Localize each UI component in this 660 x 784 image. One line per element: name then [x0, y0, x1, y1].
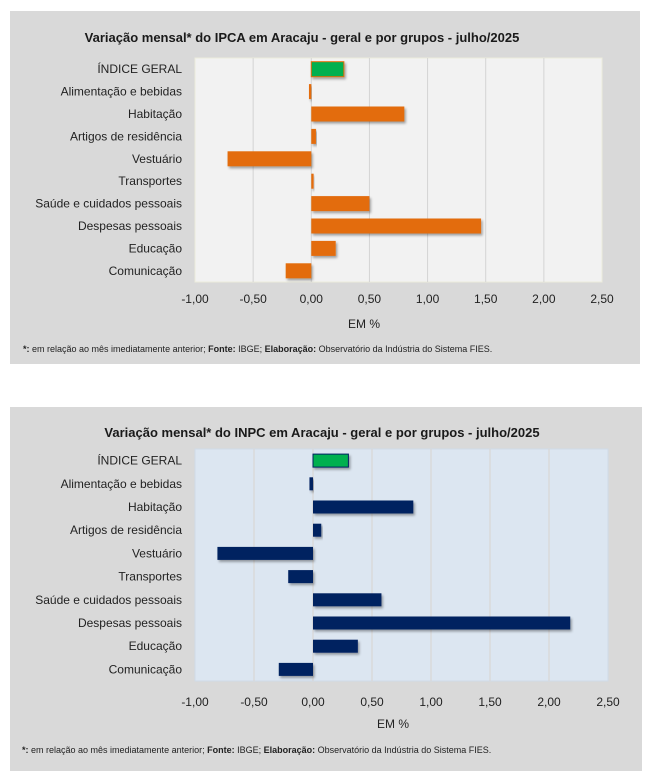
category-label: Alimentação e bebidas: [61, 85, 182, 99]
x-tick-label: 2,50: [596, 695, 620, 709]
x-tick-label: -1,00: [181, 292, 209, 306]
x-tick-label: 0,50: [360, 695, 384, 709]
bar: [227, 151, 312, 167]
footnote: *: em relação ao mês imediatamente anter…: [23, 344, 492, 354]
bar: [313, 593, 382, 607]
category-label: Habitação: [128, 500, 182, 514]
bars: [227, 61, 482, 279]
category-label: Saúde e cuidados pessoais: [35, 197, 182, 211]
ipca-chart: Variação mensal* do IPCA em Aracaju - ge…: [23, 30, 614, 354]
bar: [313, 500, 414, 514]
category-label: Artigos de residência: [70, 129, 182, 143]
x-tick-label: -1,00: [181, 695, 209, 709]
category-label: Vestuário: [132, 546, 182, 560]
inpc-chart: Variação mensal* do INPC em Aracaju - ge…: [22, 425, 620, 755]
footnote-star: *:: [22, 745, 29, 755]
plot-area: [194, 448, 609, 682]
footnote-text: em relação ao mês imediatamente anterior…: [29, 745, 208, 755]
bar: [311, 106, 405, 122]
ipca-chart-panel: Variação mensal* do IPCA em Aracaju - ge…: [10, 11, 640, 364]
x-axis-label: EM %: [377, 717, 409, 731]
x-axis-ticks: -1,00 -0,50 0,00 0,50 1,00 1,50 2,00 2,50: [181, 292, 614, 306]
x-tick-label: 2,00: [532, 292, 556, 306]
x-tick-label: 0,00: [301, 695, 325, 709]
bar: [311, 173, 314, 189]
x-tick-label: 1,00: [419, 695, 443, 709]
chart-title: Variação mensal* do INPC em Aracaju - ge…: [104, 425, 539, 440]
x-tick-label: 1,00: [416, 292, 440, 306]
footnote-text: em relação ao mês imediatamente anterior…: [30, 344, 209, 354]
x-tick-label: 1,50: [478, 695, 502, 709]
footnote-elab-label: Elaboração:: [264, 745, 316, 755]
category-label: Comunicação: [109, 662, 183, 676]
bars: [217, 453, 571, 676]
footnote-elab: Observatório da Indústria do Sistema FIE…: [316, 344, 492, 354]
inpc-chart-panel: Variação mensal* do INPC em Aracaju - ge…: [10, 407, 642, 771]
bar: [310, 61, 345, 78]
bar: [217, 546, 313, 560]
x-axis-label: EM %: [348, 317, 380, 331]
category-labels: ÍNDICE GERAL Alimentação e bebidas Habitaç…: [35, 61, 182, 278]
category-label: ÍNDICE GERAL: [97, 453, 182, 468]
footnote-star: *:: [23, 344, 30, 354]
category-label: Vestuário: [132, 152, 182, 166]
bar: [313, 616, 571, 630]
category-label: Comunicação: [109, 264, 183, 278]
bar: [311, 240, 336, 256]
x-tick-label: 2,00: [537, 695, 561, 709]
footnote-elab: Observatório da Indústria do Sistema FIE…: [315, 745, 491, 755]
bar: [309, 477, 313, 491]
x-tick-label: -0,50: [239, 292, 267, 306]
footnote-fonte: IBGE;: [236, 344, 265, 354]
category-label: Artigos de residência: [70, 523, 182, 537]
footnote-fonte-label: Fonte:: [208, 344, 236, 354]
bar: [313, 523, 322, 537]
category-label: Educação: [129, 241, 183, 255]
x-tick-label: 0,00: [300, 292, 324, 306]
bar: [285, 263, 312, 279]
category-label: Transportes: [118, 174, 182, 188]
bar: [288, 570, 313, 584]
category-label: Saúde e cuidados pessoais: [35, 593, 182, 607]
x-tick-label: 2,50: [590, 292, 614, 306]
bar: [313, 639, 358, 653]
bar: [311, 218, 482, 234]
bar: [311, 128, 316, 144]
footnote-fonte-label: Fonte:: [207, 745, 235, 755]
category-label: Habitação: [128, 107, 182, 121]
category-label: Alimentação e bebidas: [61, 477, 182, 491]
bar: [311, 196, 370, 212]
plot-area: [194, 57, 603, 283]
category-label: Transportes: [118, 570, 182, 584]
x-tick-label: -0,50: [240, 695, 268, 709]
footnote-elab-label: Elaboração:: [265, 344, 317, 354]
x-axis-ticks: -1,00 -0,50 0,00 0,50 1,00 1,50 2,00 2,50: [181, 695, 620, 709]
footnote-fonte: IBGE;: [235, 745, 264, 755]
category-labels: ÍNDICE GERAL Alimentação e bebidas Habitaç…: [35, 453, 182, 677]
bar: [312, 453, 349, 468]
footnote: *: em relação ao mês imediatamente anter…: [22, 745, 491, 755]
category-label: Despesas pessoais: [78, 219, 182, 233]
bar: [308, 84, 312, 100]
x-tick-label: 0,50: [358, 292, 382, 306]
x-tick-label: 1,50: [474, 292, 498, 306]
category-label: Despesas pessoais: [78, 616, 182, 630]
chart-title: Variação mensal* do IPCA em Aracaju - ge…: [85, 30, 520, 45]
category-label: ÍNDICE GERAL: [97, 61, 182, 76]
bar: [278, 662, 313, 676]
category-label: Educação: [129, 639, 183, 653]
